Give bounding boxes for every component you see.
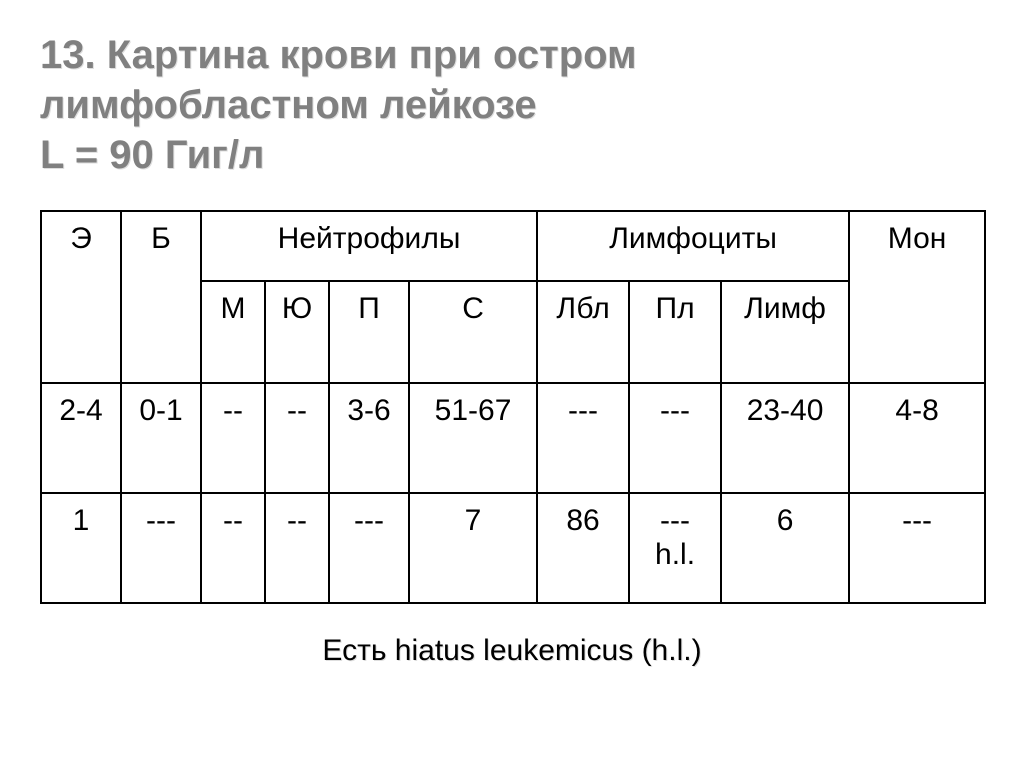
slide-title: 13. Картина крови при остром лимфобластн… [40,30,984,180]
col-s: С [409,281,537,383]
cell: --- h.l. [629,493,721,603]
table-row: 1 --- -- -- --- 7 86 --- h.l. 6 --- [41,493,985,603]
cell: --- [121,493,201,603]
cell: 1 [41,493,121,603]
cell: 0-1 [121,383,201,493]
col-basophils: Б [121,211,201,383]
cell: 23-40 [721,383,849,493]
col-yu: Ю [265,281,329,383]
col-neutrophils: Нейтрофилы [201,211,537,281]
title-line-3: L = 90 Гиг/л [40,133,264,177]
col-p: П [329,281,409,383]
cell: -- [265,493,329,603]
col-lymphocytes: Лимфоциты [537,211,849,281]
cell: --- [629,383,721,493]
cell: 4-8 [849,383,985,493]
col-lbl: Лбл [537,281,629,383]
cell: 51-67 [409,383,537,493]
cell: --- [537,383,629,493]
cell: 86 [537,493,629,603]
cell: 2-4 [41,383,121,493]
title-line-1: 13. Картина крови при остром [40,33,637,77]
cell: -- [201,493,265,603]
cell: 6 [721,493,849,603]
cell-pl-value: --- [634,504,716,538]
cell: --- [849,493,985,603]
slide: 13. Картина крови при остром лимфобластн… [0,0,1024,767]
col-eosinophils: Э [41,211,121,383]
cell: --- [329,493,409,603]
cell-pl-sub: h.l. [634,538,716,572]
col-limf: Лимф [721,281,849,383]
footnote: Есть hiatus leukemicus (h.l.) [40,634,984,668]
title-line-2: лимфобластном лейкозе [40,83,537,127]
table-row: 2-4 0-1 -- -- 3-6 51-67 --- --- 23-40 4-… [41,383,985,493]
blood-table: Э Б Нейтрофилы Лимфоциты Мон М Ю П С Лбл… [40,210,986,604]
col-monocytes: Мон [849,211,985,383]
col-m: М [201,281,265,383]
cell: -- [265,383,329,493]
cell: -- [201,383,265,493]
header-row-1: Э Б Нейтрофилы Лимфоциты Мон [41,211,985,281]
cell: 3-6 [329,383,409,493]
col-pl: Пл [629,281,721,383]
cell: 7 [409,493,537,603]
